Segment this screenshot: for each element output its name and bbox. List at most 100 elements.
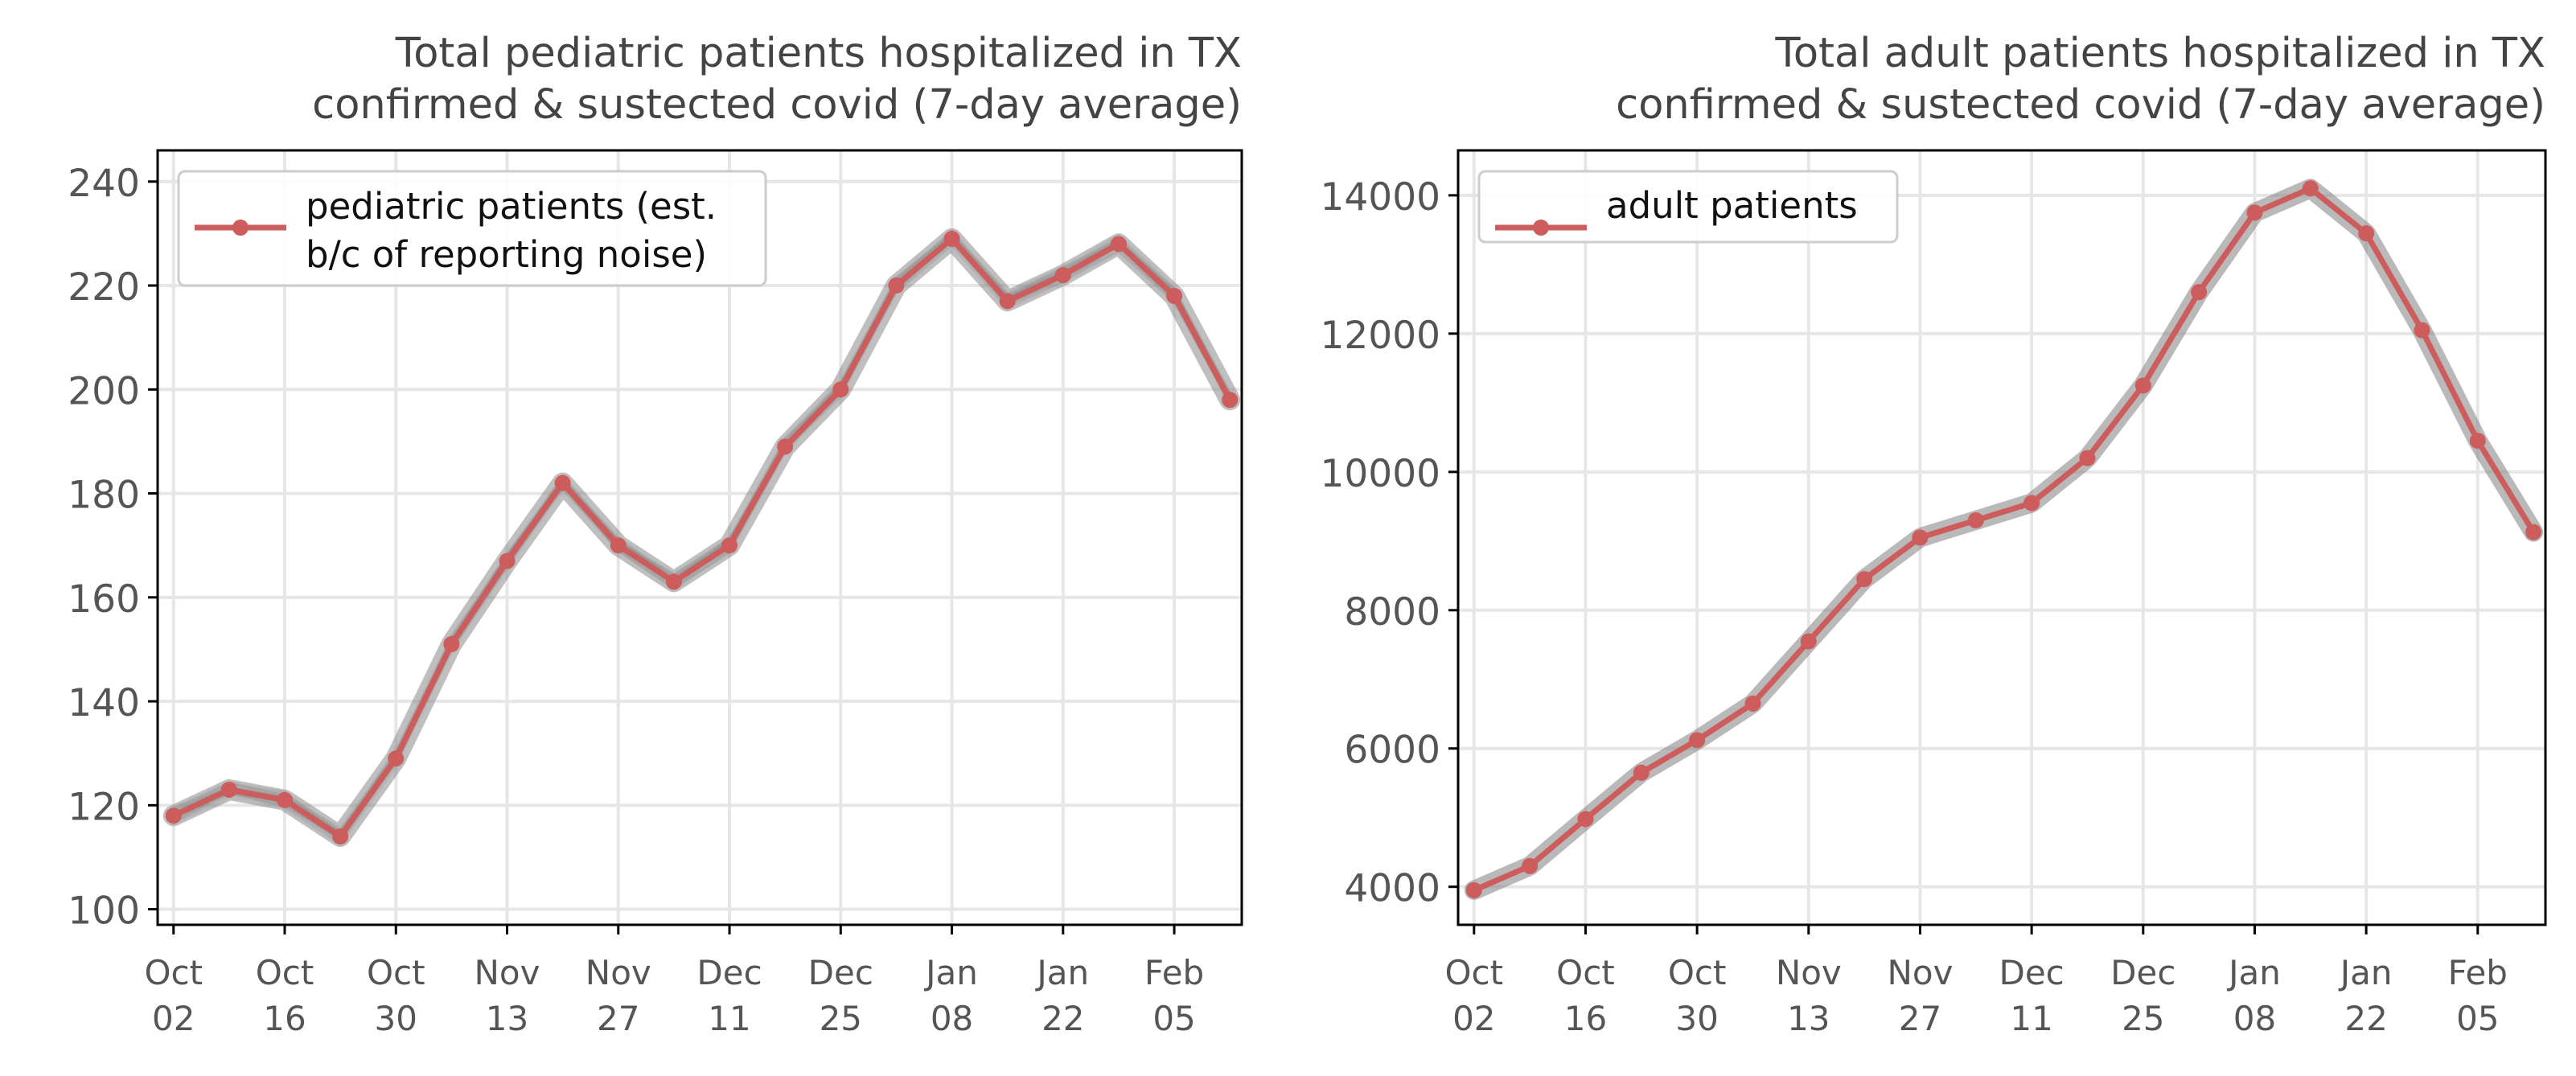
x-tick-day-1: 16: [1564, 999, 1607, 1038]
band-sample-40: [173, 235, 1231, 830]
band-sample-0: [173, 234, 1231, 838]
band-sample-1: [173, 232, 1231, 833]
series-point-3: [332, 828, 349, 845]
series-point-0: [165, 807, 182, 824]
band-sample-7: [173, 232, 1231, 833]
series-point-11: [777, 438, 794, 455]
x-tick-day-2: 30: [1675, 999, 1718, 1038]
band-sample-4: [173, 233, 1231, 833]
x-tick-month-0: Oct: [1444, 953, 1503, 992]
band-sample-45: [173, 236, 1231, 835]
band-sample-32: [173, 231, 1231, 836]
y-tick-label-4: 12000: [1320, 314, 1440, 358]
x-tick-day-4: 27: [597, 999, 639, 1038]
series-point-9: [665, 573, 682, 590]
band-sample-27: [173, 236, 1231, 843]
y-tick-label-6: 220: [68, 265, 140, 310]
x-axis-ticks: Oct 02 Oct 16 Oct 30 Nov 13 Nov 27 Dec 11 Dec 25 Jan 08…: [144, 925, 1204, 1038]
band-sample-63: [173, 231, 1231, 840]
y-tick-label-5: 200: [68, 369, 140, 413]
x-tick-day-3: 13: [486, 999, 528, 1038]
series-point-12: [832, 381, 849, 398]
band-sample-42: [173, 237, 1231, 845]
band-sample-43: [173, 238, 1231, 835]
band-sample-57: [173, 232, 1231, 836]
legend-box: [1477, 170, 1899, 244]
x-tick-month-5: Dec: [1999, 953, 2064, 992]
band-sample-34: [173, 236, 1231, 835]
series-point-19: [1222, 392, 1239, 409]
chart-panel-2: 400060008000100001200014000Oct02Oct16Oct…: [1320, 30, 2547, 1038]
x-tick-day-6: 25: [820, 999, 862, 1038]
chart-title-line-1: Total pediatric patients hospitalized in…: [395, 30, 1242, 77]
series-point-16: [2358, 225, 2375, 242]
x-tick-month-9: Feb: [2448, 953, 2508, 992]
band-sample-26: [173, 232, 1231, 831]
series-point-13: [2191, 284, 2208, 301]
series-point-6: [1800, 633, 1817, 650]
x-tick-day-3: 13: [1787, 999, 1830, 1038]
band-sample-68: [173, 237, 1231, 838]
x-tick-month-2: Oct: [1668, 953, 1727, 992]
x-tick-day-8: 22: [1041, 999, 1084, 1038]
x-tick-day-9: 05: [2456, 999, 2499, 1038]
chart-title: Total adult patients hospitalized in TXc…: [1616, 30, 2545, 129]
series-point-16: [1054, 267, 1071, 284]
x-tick-day-0: 02: [1452, 999, 1495, 1038]
series-point-12: [2134, 377, 2151, 394]
x-tick-month-1: Oct: [256, 953, 314, 992]
band-sample-52: [173, 231, 1231, 834]
band-sample-50: [173, 237, 1231, 840]
legend: adult patients: [1477, 170, 1899, 244]
band-sample-44: [173, 244, 1231, 848]
y-tick-label-2: 8000: [1344, 590, 1440, 635]
series-point-14: [943, 230, 960, 247]
series-point-14: [2246, 204, 2263, 221]
x-tick-month-7: Jan: [923, 953, 978, 992]
y-tick-label-4: 180: [68, 474, 140, 518]
series-point-18: [2469, 433, 2486, 450]
series-line: [1473, 185, 2537, 893]
band-sample-36: [173, 235, 1231, 840]
chart-title: Total pediatric patients hospitalized in…: [312, 30, 1242, 129]
chart-title-line-1: Total adult patients hospitalized in TX: [1774, 30, 2545, 77]
band-core: [162, 228, 1241, 848]
x-tick-month-3: Nov: [475, 953, 540, 992]
series-point-2: [277, 791, 294, 808]
y-tick-label-3: 160: [68, 577, 140, 622]
series-point-15: [2302, 180, 2319, 197]
x-tick-month-7: Jan: [2226, 953, 2281, 992]
series-point-7: [554, 474, 571, 491]
series-markers: [165, 230, 1239, 845]
band-sample-24: [173, 244, 1231, 846]
y-axis-ticks: 4000 6000 8000 10000 12000 14000: [1320, 175, 1458, 911]
series-point-19: [2525, 524, 2542, 540]
x-tick-month-8: Jan: [1034, 953, 1089, 992]
band-sample-67: [173, 239, 1231, 844]
series-point-7: [1856, 571, 1873, 588]
band-sample-23: [173, 241, 1231, 839]
x-tick-day-0: 02: [152, 999, 195, 1038]
series-point-8: [610, 537, 627, 554]
band-sample-47: [173, 239, 1231, 841]
band-sample-38: [173, 228, 1231, 833]
y-tick-label-2: 140: [68, 681, 140, 725]
band-sample-3: [173, 238, 1231, 838]
band-sample-18: [173, 236, 1231, 837]
legend-marker-swatch: [1533, 220, 1549, 236]
band-sample-49: [173, 236, 1231, 832]
band-core: [1464, 179, 2544, 900]
band-sample-65: [173, 232, 1231, 836]
y-axis-ticks: 100 120 140 160 180 200 220 240: [68, 162, 158, 934]
legend-label-line-1: pediatric patients (est.: [306, 185, 717, 228]
band-sample-48: [173, 236, 1231, 837]
band-sample-11: [173, 238, 1231, 838]
x-tick-month-6: Dec: [808, 953, 873, 992]
band-sample-54: [173, 235, 1231, 838]
band-sample-31: [173, 240, 1231, 844]
x-tick-day-8: 22: [2344, 999, 2387, 1038]
band-sample-30: [173, 239, 1231, 835]
band-sample-53: [173, 240, 1231, 838]
band-sample-10: [173, 232, 1231, 836]
band-sample-25: [173, 239, 1231, 841]
